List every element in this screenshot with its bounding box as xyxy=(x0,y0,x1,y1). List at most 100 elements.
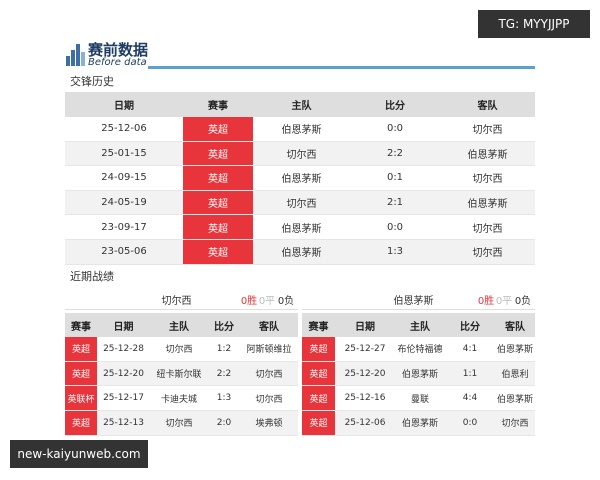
cell: 英超 xyxy=(302,386,335,412)
column-header: 赛事 xyxy=(302,313,335,337)
cell: 1:3 xyxy=(208,386,240,412)
cell: 切尔西 xyxy=(440,166,535,191)
column-header: 日期 xyxy=(97,313,150,337)
cell: 25-12-17 xyxy=(97,386,150,412)
cell: 伯恩茅斯 xyxy=(495,386,535,412)
team-bar xyxy=(65,288,298,310)
header-subtitle: Before data xyxy=(88,56,147,68)
team-name: 切尔西 xyxy=(161,295,192,307)
cell: 切尔西 xyxy=(150,337,208,362)
cell: 英联杯 xyxy=(65,386,97,412)
cell: 4:4 xyxy=(445,386,495,412)
cell: 24-09-15 xyxy=(65,166,183,191)
cell: 英超 xyxy=(65,337,97,362)
cell: 英超 xyxy=(183,240,253,265)
cell: 切尔西 xyxy=(240,386,298,412)
cell: 25-12-13 xyxy=(97,411,150,436)
cell: 1:1 xyxy=(445,361,495,387)
cell: 英超 xyxy=(183,190,253,216)
cell: 切尔西 xyxy=(253,190,350,216)
team-name: 伯恩茅斯 xyxy=(393,295,434,307)
cell: 纽卡斯尔联 xyxy=(150,361,208,387)
column-header: 赛事 xyxy=(65,313,97,337)
cell: 2:2 xyxy=(350,141,440,167)
cell: 伯恩茅斯 xyxy=(440,141,535,167)
cell: 23-05-06 xyxy=(65,240,183,265)
cell: 英超 xyxy=(65,361,97,387)
cell: 卡迪夫城 xyxy=(150,386,208,412)
cell: 0:0 xyxy=(445,411,495,436)
cell: 1:3 xyxy=(350,240,440,265)
cell: 英超 xyxy=(65,411,97,436)
cell: 2:1 xyxy=(350,190,440,216)
cell: 25-12-20 xyxy=(97,361,150,387)
header-title: 赛前数据 xyxy=(88,40,149,59)
section-title: 近期战绩 xyxy=(70,270,114,283)
column-header: 主队 xyxy=(395,313,445,337)
column-header: 主队 xyxy=(253,92,350,117)
record-loss: 0负 xyxy=(277,295,295,307)
column-header: 日期 xyxy=(65,92,183,117)
section-title: 交锋历史 xyxy=(70,75,114,88)
cell: 布伦特福德 xyxy=(395,337,445,362)
cell: 4:1 xyxy=(445,337,495,362)
watermark: new-kaiyunweb.com xyxy=(10,440,148,468)
cell: 英超 xyxy=(183,141,253,167)
cell: 伯恩茅斯 xyxy=(395,361,445,387)
cell: 伯恩茅斯 xyxy=(395,411,445,436)
cell: 25-12-16 xyxy=(335,386,395,412)
cell: 伯恩茅斯 xyxy=(253,240,350,265)
cell: 切尔西 xyxy=(253,141,350,167)
header-line xyxy=(148,66,535,69)
cell: 0:1 xyxy=(350,166,440,191)
cell: 英超 xyxy=(302,411,335,436)
cell: 切尔西 xyxy=(495,411,535,436)
cell: 英超 xyxy=(183,215,253,240)
cell: 英超 xyxy=(302,361,335,387)
cell: 埃弗顿 xyxy=(240,411,298,436)
cell: 伯恩利 xyxy=(495,361,535,387)
record-loss: 0负 xyxy=(514,295,532,307)
cell: 伯恩茅斯 xyxy=(253,117,350,142)
record-win: 0胜 xyxy=(477,295,495,307)
cell: 切尔西 xyxy=(440,215,535,240)
column-header: 日期 xyxy=(335,313,395,337)
cell: 25-12-27 xyxy=(335,337,395,362)
cell: 24-05-19 xyxy=(65,190,183,216)
cell: 25-12-06 xyxy=(335,411,395,436)
cell: 25-01-15 xyxy=(65,141,183,167)
record-draw: 0平 xyxy=(495,295,513,307)
cell: 0:0 xyxy=(350,215,440,240)
cell: 25-12-28 xyxy=(97,337,150,362)
cell: 切尔西 xyxy=(440,240,535,265)
cell: 英超 xyxy=(183,166,253,191)
cell: 英超 xyxy=(302,337,335,362)
record-win: 0胜 xyxy=(240,295,258,307)
cell: 2:2 xyxy=(208,361,240,387)
column-header: 客队 xyxy=(240,313,298,337)
cell: 切尔西 xyxy=(240,361,298,387)
record-draw: 0平 xyxy=(258,295,276,307)
cell: 英超 xyxy=(183,117,253,142)
column-header: 比分 xyxy=(350,92,440,117)
cell: 曼联 xyxy=(395,386,445,412)
cell: 伯恩茅斯 xyxy=(253,215,350,240)
column-header: 主队 xyxy=(150,313,208,337)
cell: 伯恩茅斯 xyxy=(495,337,535,362)
column-header: 客队 xyxy=(440,92,535,117)
cell: 伯恩茅斯 xyxy=(440,190,535,216)
column-header: 比分 xyxy=(208,313,240,337)
cell: 23-09-17 xyxy=(65,215,183,240)
cell: 切尔西 xyxy=(150,411,208,436)
column-header: 客队 xyxy=(495,313,535,337)
cell: 2:0 xyxy=(208,411,240,436)
cell: 1:2 xyxy=(208,337,240,362)
team-bar xyxy=(302,288,535,310)
cell: 25-12-20 xyxy=(335,361,395,387)
column-header: 赛事 xyxy=(183,92,253,117)
cell: 0:0 xyxy=(350,117,440,142)
cell: 切尔西 xyxy=(440,117,535,142)
logo-icon xyxy=(66,44,85,66)
cell: 阿斯顿维拉 xyxy=(240,337,298,362)
